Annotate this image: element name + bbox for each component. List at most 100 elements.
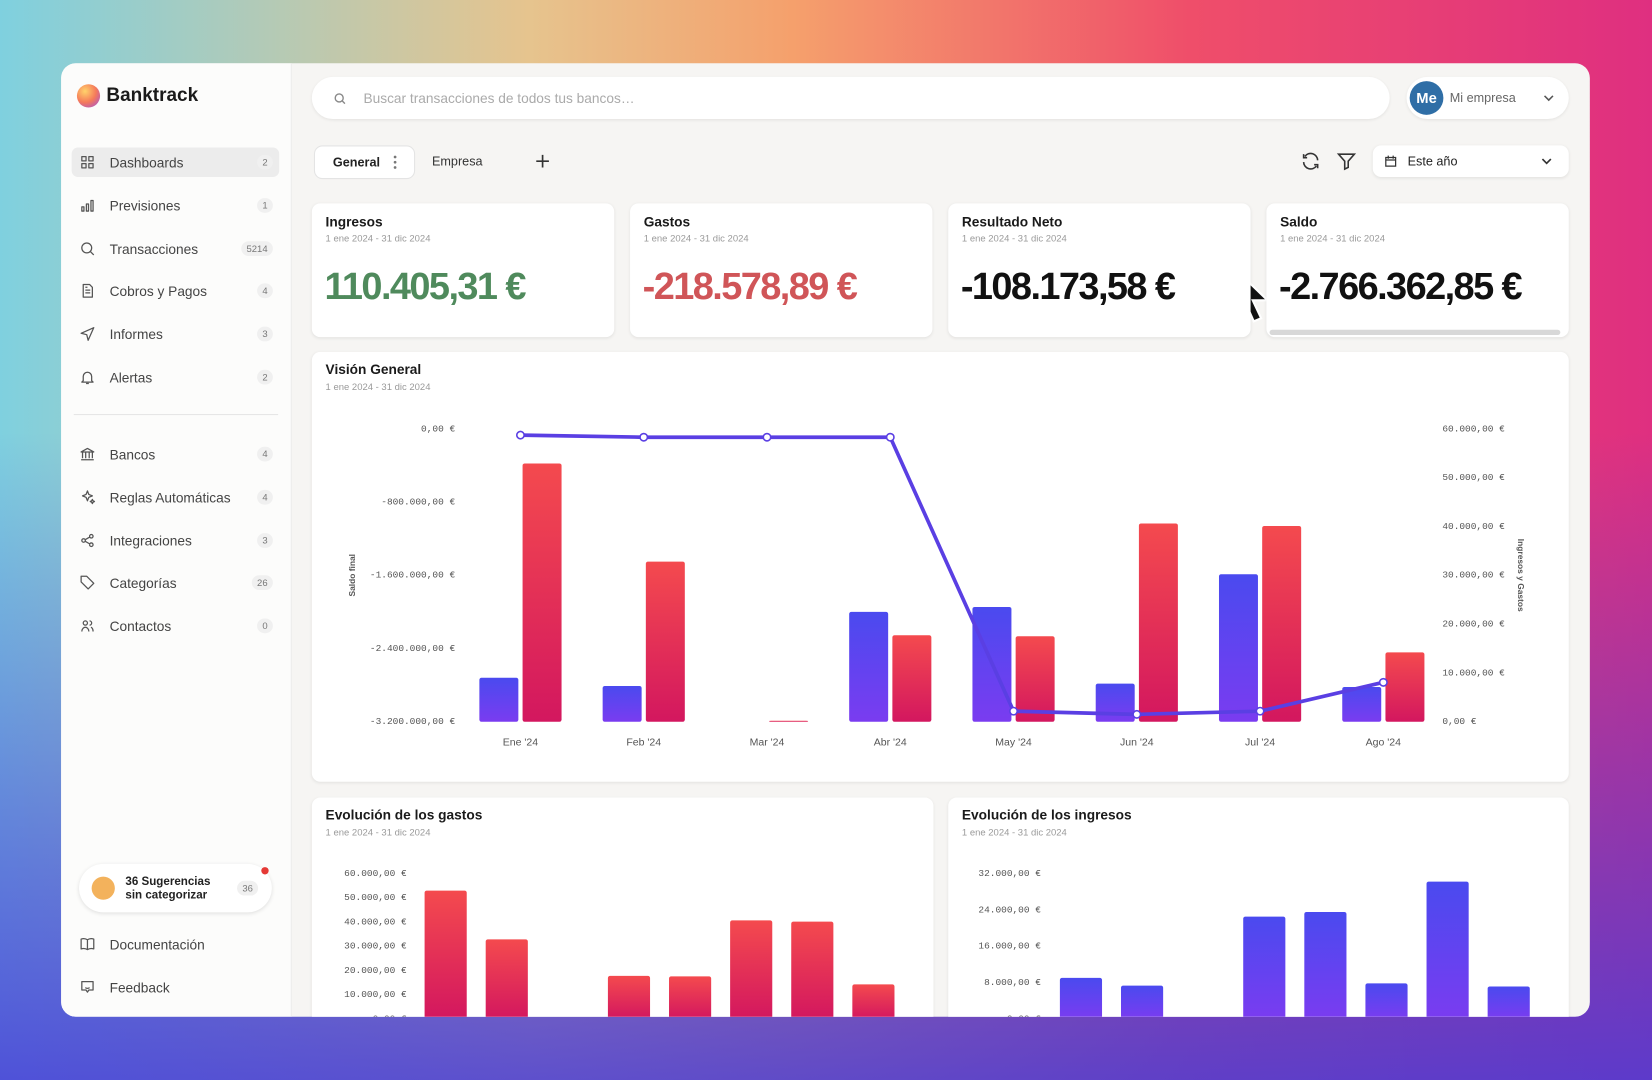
nav-label: Cobros y Pagos <box>109 283 208 300</box>
icon <box>80 575 95 590</box>
kpi-card: Gastos 1 ene 2024 - 31 dic 2024 -218.578,8… <box>630 203 933 338</box>
filter-icon[interactable] <box>1336 151 1357 172</box>
account-menu[interactable]: Me Mi empresa <box>1406 76 1569 120</box>
kpi-card: Resultado Neto 1 ene 2024 - 31 dic 2024 -1… <box>948 203 1251 338</box>
icon-shape <box>81 980 94 993</box>
nav-count: 26 <box>251 575 273 591</box>
nav-count: 4 <box>257 283 273 299</box>
nav-item[interactable]: Alertas 2 <box>72 362 280 391</box>
footer-label: Feedback <box>109 979 170 996</box>
nav-count: 3 <box>257 326 273 342</box>
tab-active[interactable]: General <box>313 145 416 180</box>
chart-title: Visión General <box>325 361 422 378</box>
chart-subtitle: 1 ene 2024 - 31 dic 2024 <box>325 827 431 838</box>
search-box[interactable]: Buscar transacciones de todos tus bancos… <box>311 76 1390 120</box>
search-icon <box>334 93 346 105</box>
emoji <box>91 876 115 900</box>
suggestion-count: 36 <box>237 880 259 896</box>
icon <box>81 199 94 212</box>
icon <box>81 371 94 384</box>
kpi-value: -108.173,58 € <box>960 264 1176 308</box>
nav-label: Integraciones <box>109 532 192 549</box>
kpi-title: Saldo <box>1280 213 1318 230</box>
kpi-card: Ingresos 1 ene 2024 - 31 dic 2024 110.405,… <box>311 203 615 338</box>
footer-label: Documentación <box>109 936 205 953</box>
nav-item[interactable]: Previsiones 1 <box>72 190 280 219</box>
avatar: Me <box>1409 81 1444 115</box>
nav-item[interactable]: Dashboards 2 <box>71 147 280 177</box>
nav-item[interactable]: Cobros y Pagos 4 <box>72 276 280 305</box>
footer-link[interactable]: Documentación <box>72 929 280 958</box>
nav-label: Previsiones <box>109 197 181 214</box>
kpi-title: Gastos <box>643 213 691 230</box>
sidebar <box>61 63 292 1017</box>
period-select[interactable]: Este año <box>1372 145 1569 177</box>
add-tab[interactable] <box>535 154 550 169</box>
icon <box>81 980 94 993</box>
brand[interactable]: Banktrack <box>106 84 199 106</box>
logo <box>76 84 101 108</box>
icon <box>82 284 93 299</box>
nav-label: Categorías <box>109 575 177 592</box>
kpi-title: Ingresos <box>325 213 383 230</box>
tab-label: General <box>332 154 381 170</box>
nav-item[interactable]: Integraciones 3 <box>72 525 280 555</box>
nav-item[interactable]: Bancos 4 <box>72 439 280 468</box>
tab-label[interactable]: Empresa <box>431 153 483 169</box>
nav-count: 4 <box>257 489 273 505</box>
icon-shape <box>80 327 95 341</box>
nav-count: 4 <box>257 446 273 462</box>
nav-label: Contactos <box>109 618 172 635</box>
icon-shape <box>80 575 95 590</box>
icon <box>81 241 95 255</box>
icon-shape <box>80 447 95 461</box>
chevron <box>1543 95 1554 102</box>
icon-shape <box>81 620 94 632</box>
nav-label: Dashboards <box>109 154 184 171</box>
icon-shape <box>82 284 93 299</box>
app-content: Banktrack 36 Sugerencias sin categorizar… <box>61 63 1590 1017</box>
nav-item[interactable]: Contactos 0 <box>72 611 280 640</box>
kpi-value: 110.405,31 € <box>324 264 526 308</box>
nav-item[interactable]: Informes 3 <box>72 319 280 348</box>
icon <box>80 327 95 341</box>
nav-count: 1 <box>257 197 273 213</box>
icon <box>80 937 95 951</box>
kpi-value: -218.578,89 € <box>642 264 858 308</box>
calendar-icon <box>1385 155 1397 167</box>
chart-subtitle: 1 ene 2024 - 31 dic 2024 <box>961 827 1067 838</box>
kpi-value: -2.766.362,85 € <box>1279 264 1523 308</box>
refresh-icon[interactable] <box>1299 151 1322 172</box>
nav-label: Alertas <box>109 369 153 386</box>
chevron <box>1541 158 1552 165</box>
nav-label: Bancos <box>109 446 156 463</box>
suggestion-text: sin categorizar <box>125 889 208 902</box>
nav-item[interactable]: Categorías 26 <box>72 568 280 597</box>
kebab-icon <box>393 155 397 169</box>
icon-shape <box>81 371 94 384</box>
icon-shape <box>80 937 95 951</box>
nav-label: Transacciones <box>109 240 199 257</box>
divider <box>73 414 279 416</box>
notification-dot <box>261 867 269 875</box>
icon-shape <box>81 199 94 212</box>
footer-link[interactable]: Feedback <box>72 972 280 1002</box>
icon <box>81 533 94 547</box>
nav-item[interactable]: Reglas Automáticas 4 <box>72 482 280 511</box>
icon <box>80 447 95 461</box>
icon-shape <box>81 241 95 255</box>
chart-title: Evolución de los ingresos <box>961 807 1132 823</box>
scrollbar <box>1269 329 1561 336</box>
icon <box>81 620 94 632</box>
chart-subtitle: 1 ene 2024 - 31 dic 2024 <box>325 381 431 392</box>
chart-title: Evolución de los gastos <box>325 807 483 823</box>
suggestion-card[interactable]: 36 Sugerencias sin categorizar 36 <box>79 863 272 913</box>
nav-count: 2 <box>257 154 273 170</box>
nav-item[interactable]: Transacciones 5214 <box>72 233 280 262</box>
kpi-title: Resultado Neto <box>961 213 1063 230</box>
nav-count: 5214 <box>241 240 273 256</box>
icon-shape <box>81 490 96 504</box>
period-label: Este año <box>1407 153 1458 169</box>
